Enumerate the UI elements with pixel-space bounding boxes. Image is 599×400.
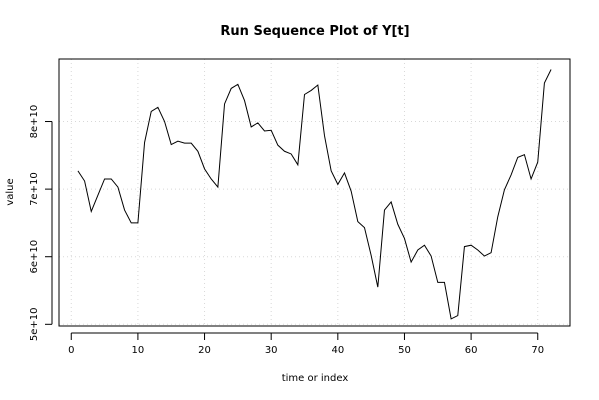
y-axis-label: value [5,178,16,205]
data-point [490,251,493,254]
axes: 0 10 20 30 40 50 60 70 5e+10 6e+10 7e+10 8e+10 [29,105,544,356]
data-point [436,281,439,284]
series [76,68,553,320]
data-point [470,244,473,247]
data-point [223,102,226,105]
data-point [516,156,519,159]
data-point [496,215,499,218]
data-point [390,200,393,203]
data-point [196,150,199,153]
data-point [110,177,113,180]
data-point [536,161,539,164]
x-tick-label: 60 [465,345,478,356]
data-point [230,87,233,90]
data-point [450,317,453,320]
data-point [530,177,533,180]
data-point [96,194,99,197]
data-point [203,167,206,170]
data-point [336,183,339,186]
data-point [510,173,513,176]
data-point [216,186,219,189]
data-point [370,254,373,257]
x-axis-label: time or index [282,373,349,384]
data-point [356,220,359,223]
data-point [303,93,306,96]
data-point [410,261,413,264]
data-point [270,129,273,132]
data-point [323,134,326,137]
data-point [176,140,179,143]
grid [59,59,570,326]
plot-frame [58,58,571,327]
data-point [483,255,486,258]
data-point [463,245,466,248]
data-point [550,68,553,71]
data-point [143,141,146,144]
data-point [423,244,426,247]
data-point [290,152,293,155]
data-point [383,209,386,212]
chart-title: Run Sequence Plot of Y[t] [220,24,409,39]
y-tick-label: 7e+10 [29,172,40,206]
data-point [76,169,79,172]
y-tick-label: 8e+10 [29,105,40,139]
data-point [103,177,106,180]
x-tick-label: 40 [331,345,344,356]
data-point [350,190,353,193]
data-point [363,226,366,229]
data-point [503,188,506,191]
x-tick-label: 20 [198,345,211,356]
series-line [77,69,552,320]
data-point [90,210,93,213]
x-tick-label: 10 [132,345,145,356]
data-point [456,314,459,317]
data-point [130,221,133,224]
y-tick-label: 6e+10 [29,240,40,274]
data-point [190,142,193,145]
data-point [416,248,419,251]
data-point [443,281,446,284]
data-point [236,83,239,86]
data-point [296,163,299,166]
data-point [150,110,153,113]
y-tick-label: 5e+10 [29,307,40,341]
x-tick-label: 50 [398,345,411,356]
data-point [256,121,259,124]
data-point [343,171,346,174]
data-point [83,180,86,183]
x-tick-label: 0 [68,345,74,356]
data-point [116,186,119,189]
data-point [170,143,173,146]
data-point [316,84,319,87]
data-point [543,81,546,84]
data-point [283,150,286,153]
data-point [123,209,126,212]
data-point [263,129,266,132]
data-point [330,169,333,172]
data-point [310,89,313,92]
data-point [183,142,186,145]
data-point [376,286,379,289]
data-point [136,221,139,224]
data-point [156,106,159,109]
x-tick-label: 30 [265,345,278,356]
data-point [210,177,213,180]
data-point [163,120,166,123]
data-point [476,248,479,251]
data-point [250,125,253,128]
data-point [276,144,279,147]
data-point [243,99,246,102]
data-point [403,237,406,240]
x-tick-label: 70 [531,345,544,356]
data-point [396,223,399,226]
data-point [523,153,526,156]
data-point [430,255,433,258]
